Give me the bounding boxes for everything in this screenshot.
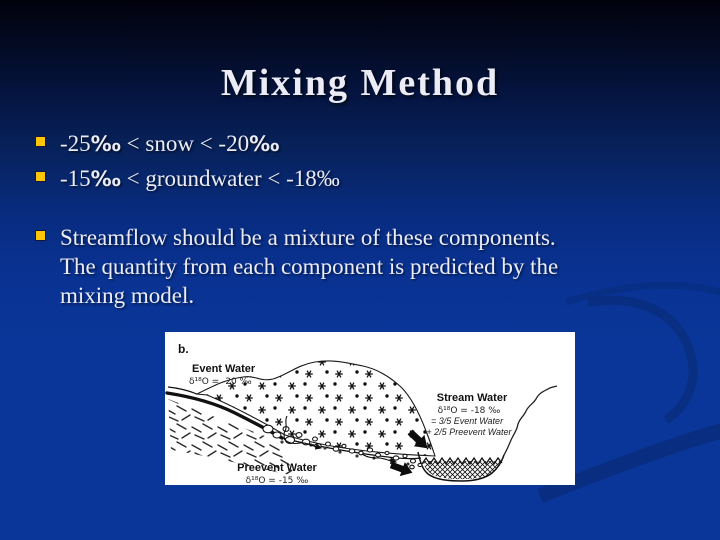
preevent-water-label: Preevent Water [237,462,317,474]
bullet-marker [35,230,46,241]
bullet-text: Streamflow should be a mixture of these … [60,225,559,308]
event-flow-arrow [407,429,428,449]
upper-terrain-line [167,386,198,395]
preevent-flow-arrow [389,461,413,477]
bullet-item: -25‰ < snow < -20‰ [35,129,695,159]
channel-outline [417,451,505,482]
bullet-item: -15‰ < groundwater < -18‰ [35,164,695,194]
bullet-item: Streamflow should be a mixture of these … [35,223,695,310]
event-water-delta: δ¹⁸O = -20 ‰ [189,377,252,387]
stream-water-equation-1: = 3/5 Event Water [431,416,504,426]
stream-channel [417,451,505,482]
swirl-hook [587,295,698,424]
figure-image: b. Event Water δ¹⁸O = -20 ‰ Stream Water… [165,332,575,485]
hillslope-diagram: b. Event Water δ¹⁸O = -20 ‰ Stream Water… [165,342,558,485]
stream-water-fill [423,461,501,480]
right-bank-line [503,385,558,456]
slide-title: Mixing Method [220,62,500,105]
bullet-list: -25‰ < snow < -20‰ -15‰ < groundwater < -… [35,129,695,315]
stream-water-equation-2: + 2/5 Preevent Water [426,427,512,437]
panel-label: b. [178,342,189,356]
flow-squiggles [283,415,398,465]
stream-water-label: Stream Water [437,392,508,404]
snowpack [195,360,436,457]
preevent-water-delta: δ¹⁸O = -15 ‰ [246,476,309,485]
water-surface-zigzag [421,456,503,466]
bullet-marker [35,136,46,147]
bullet-text: -15‰ < groundwater < -18‰ [60,166,340,191]
stream-water-delta: δ¹⁸O = -18 ‰ [438,406,501,416]
bullet-marker [35,171,46,182]
bedrock-hatch [168,399,295,476]
bullet-text: -25‰ < snow < -20‰ [60,131,280,156]
event-water-label: Event Water [192,363,256,375]
